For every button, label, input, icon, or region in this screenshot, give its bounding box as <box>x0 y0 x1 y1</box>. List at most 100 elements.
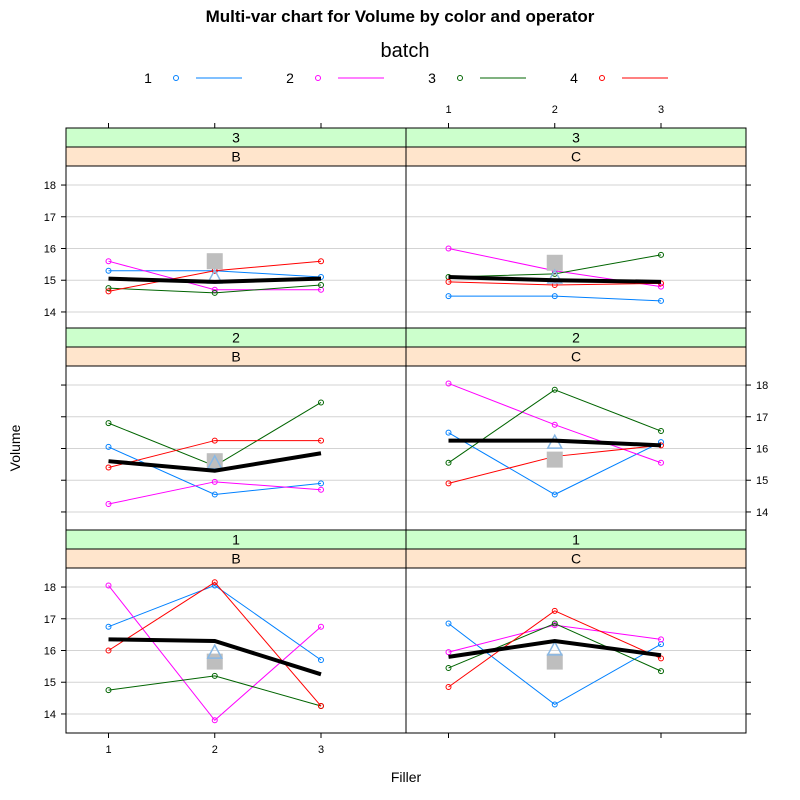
mean-marker <box>546 451 563 468</box>
series-line-batch-2 <box>448 624 662 653</box>
series-point-batch-3 <box>658 428 664 435</box>
x-tick-label: 3 <box>318 744 324 756</box>
strip-operator-label: B <box>231 551 240 567</box>
series-point-batch-4 <box>318 703 324 710</box>
series-point-batch-1 <box>318 480 324 487</box>
series-line-batch-3 <box>448 254 662 278</box>
x-tick-label: 1 <box>105 744 111 756</box>
series-point-batch-4 <box>318 258 324 265</box>
strip-operator-label: C <box>571 349 581 365</box>
y-tick-label: 14 <box>756 507 768 519</box>
series-point-batch-4 <box>105 288 112 295</box>
series-line-batch-1 <box>108 270 322 278</box>
series-line-batch-2 <box>108 585 322 722</box>
x-axis-label: Filler <box>391 769 422 785</box>
strip-color-label: 3 <box>572 130 580 146</box>
x-tick-label: 1 <box>445 104 451 116</box>
axes: 14 15 16 17 18 14 15 16 17 18 14 15 16 17 18 1 2 3 1 2 3 <box>44 104 769 756</box>
median-marker <box>546 268 564 284</box>
series-point-batch-1 <box>211 491 218 498</box>
series-point-batch-2 <box>445 649 452 656</box>
panel-3-B: 3B <box>65 127 407 332</box>
series-point-batch-1 <box>318 657 324 664</box>
series-point-batch-3 <box>105 285 112 292</box>
legend-point-1 <box>173 75 179 81</box>
series-point-batch-3 <box>318 399 324 406</box>
series-point-batch-3 <box>551 386 558 393</box>
y-tick-label: 14 <box>44 709 56 721</box>
legend-label-3: 3 <box>428 70 436 86</box>
series-point-batch-2 <box>445 380 452 387</box>
series-point-batch-4 <box>105 647 112 654</box>
series-point-batch-1 <box>658 297 664 304</box>
series-point-batch-2 <box>658 459 664 466</box>
series-point-batch-2 <box>105 582 112 589</box>
y-tick-label: 17 <box>44 212 56 224</box>
series-point-batch-1 <box>445 293 452 300</box>
x-tick-label: 2 <box>552 104 558 116</box>
mean-line <box>108 637 322 677</box>
series-point-batch-3 <box>658 251 664 258</box>
y-tick-label: 18 <box>44 582 56 594</box>
legend-point-4 <box>599 75 605 81</box>
series-point-batch-4 <box>211 437 218 444</box>
y-tick-label: 18 <box>756 380 768 392</box>
legend-point-3 <box>457 75 463 81</box>
series-point-batch-2 <box>211 478 218 485</box>
series-point-batch-4 <box>318 437 324 444</box>
y-tick-label: 14 <box>44 307 56 319</box>
series-line-batch-4 <box>448 610 662 688</box>
series-point-batch-2 <box>211 717 218 724</box>
y-tick-label: 17 <box>756 412 768 424</box>
legend-label-4: 4 <box>570 70 578 86</box>
strip-color-label: 1 <box>232 532 240 548</box>
y-tick-label: 16 <box>44 244 56 256</box>
series-point-batch-1 <box>105 443 112 450</box>
y-tick-label: 16 <box>756 444 768 456</box>
y-tick-label: 17 <box>44 614 56 626</box>
series-point-batch-2 <box>105 258 112 265</box>
mean-line <box>448 438 662 448</box>
series-point-batch-2 <box>658 636 664 643</box>
series-point-batch-3 <box>445 459 452 466</box>
series-point-batch-1 <box>105 267 112 274</box>
mean-marker <box>206 453 223 470</box>
series-point-batch-4 <box>105 464 112 471</box>
strip-operator-label: B <box>231 149 240 165</box>
series-point-batch-4 <box>211 579 218 586</box>
series-point-batch-4 <box>658 655 664 662</box>
mean-marker <box>546 254 563 271</box>
y-tick-label: 18 <box>44 180 56 192</box>
legend-title: batch <box>381 40 430 62</box>
legend: 1 2 3 4 <box>144 70 668 86</box>
series-point-batch-4 <box>551 607 558 614</box>
series-point-batch-4 <box>445 480 452 487</box>
series-point-batch-1 <box>445 429 452 436</box>
y-tick-label: 15 <box>756 475 768 487</box>
median-marker <box>206 643 224 659</box>
strip-color-label: 1 <box>572 532 580 548</box>
series-point-batch-2 <box>318 486 324 493</box>
strip-color-label: 2 <box>232 330 240 346</box>
series-point-batch-3 <box>105 420 112 427</box>
y-axis-label: Volume <box>7 424 23 471</box>
series-line-batch-2 <box>108 481 322 505</box>
y-tick-label: 16 <box>44 646 56 658</box>
series-point-batch-1 <box>551 293 558 300</box>
series-point-batch-1 <box>445 620 452 627</box>
series-point-batch-3 <box>551 620 558 627</box>
mean-line <box>448 275 662 284</box>
series-point-batch-2 <box>445 245 452 252</box>
series-point-batch-1 <box>551 491 558 498</box>
strip-color-label: 3 <box>232 130 240 146</box>
legend-label-2: 2 <box>286 70 294 86</box>
series-point-batch-2 <box>318 623 324 630</box>
series-point-batch-3 <box>658 668 664 675</box>
panel-1-B: 1B <box>65 529 407 734</box>
series-line-batch-3 <box>108 284 322 294</box>
series-point-batch-2 <box>211 286 218 293</box>
series-line-batch-4 <box>448 281 662 286</box>
series-line-batch-2 <box>448 382 662 464</box>
